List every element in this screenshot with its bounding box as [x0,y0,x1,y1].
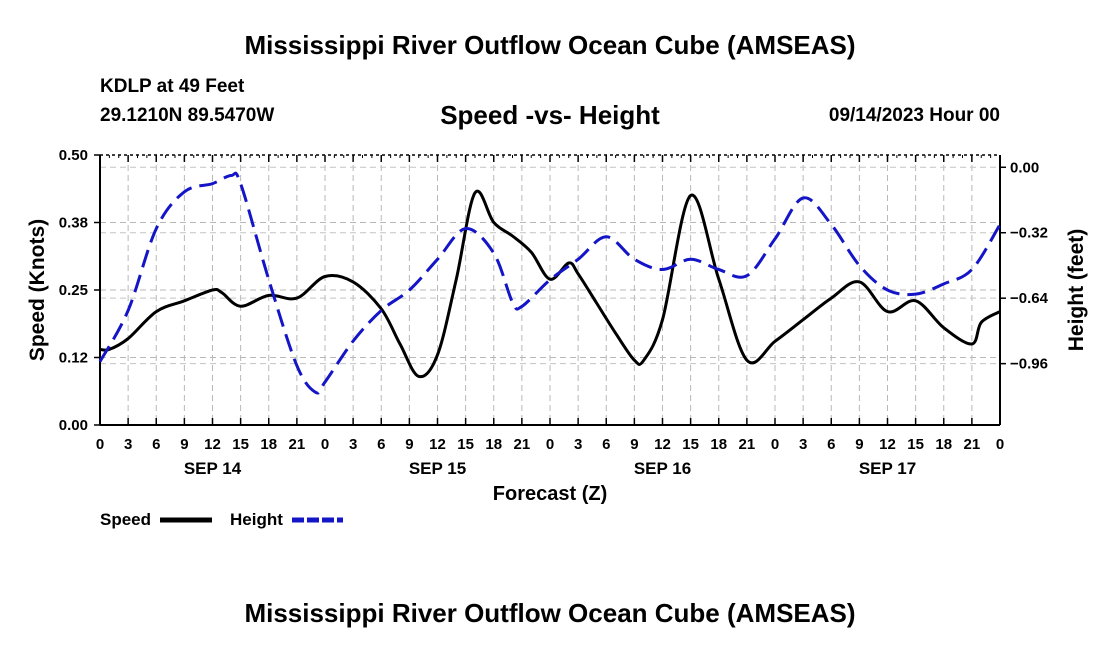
y-tick-label: 0.25 [59,282,88,299]
x-tick-label: 0 [771,436,779,453]
x-tick-label: 9 [630,436,638,453]
x-tick-label: 18 [710,436,727,453]
x-tick-label: 6 [152,436,160,453]
y2-axis-label: Height (feet) [1065,229,1088,352]
x-tick-label: 21 [739,436,756,453]
date-label: SEP 15 [409,459,466,478]
series-line-height [98,171,1002,395]
coordinates-label: 29.1210N 89.5470W [100,105,275,126]
forecast-datetime: 09/14/2023 Hour 00 [828,105,1000,126]
x-tick-label: 18 [260,436,277,453]
x-tick-label: 9 [405,436,413,453]
date-label: SEP 17 [859,459,916,478]
station-label: KDLP at 49 Feet [100,76,245,97]
date-label: SEP 14 [184,459,242,478]
y2-tick-label: −0.32 [1010,225,1048,242]
x-tick-label: 21 [289,436,306,453]
x-tick-label: 12 [429,436,446,453]
series-line-speed [99,189,1001,379]
x-tick-label: 0 [321,436,329,453]
chart-subtitle: Speed -vs- Height [440,100,660,130]
x-tick-label: 12 [654,436,671,453]
y2-tick-label: 0.00 [1010,159,1039,176]
x-tick-label: 6 [602,436,610,453]
x-tick-label: 3 [124,436,132,453]
x-tick-label: 0 [546,436,554,453]
y-tick-label: 0.50 [59,147,88,164]
y-tick-label: 0.38 [59,215,88,232]
y-tick-label: 0.00 [59,417,88,434]
footer-title: Mississippi River Outflow Ocean Cube (AM… [244,598,856,628]
x-tick-label: 3 [799,436,807,453]
y2-tick-label: −0.64 [1010,290,1049,307]
y-axis-label: Speed (Knots) [26,219,49,361]
y-tick-label: 0.12 [59,350,88,367]
x-tick-label: 3 [349,436,357,453]
date-label: SEP 16 [634,459,691,478]
x-tick-label: 9 [855,436,863,453]
x-tick-label: 0 [996,436,1004,453]
page-title: Mississippi River Outflow Ocean Cube (AM… [244,30,856,60]
x-tick-label: 12 [204,436,221,453]
x-tick-label: 15 [907,436,924,453]
x-tick-label: 15 [232,436,249,453]
x-tick-label: 3 [574,436,582,453]
x-tick-label: 0 [96,436,104,453]
x-tick-label: 15 [457,436,474,453]
x-tick-label: 15 [682,436,699,453]
x-tick-label: 6 [827,436,835,453]
x-tick-label: 6 [377,436,385,453]
x-tick-label: 21 [514,436,531,453]
x-tick-label: 18 [935,436,952,453]
legend-label-speed: Speed [100,510,151,529]
y2-tick-label: −0.96 [1010,356,1048,373]
x-axis-label: Forecast (Z) [493,483,607,505]
x-tick-label: 18 [485,436,502,453]
x-tick-label: 21 [964,436,981,453]
x-tick-label: 12 [879,436,896,453]
x-tick-label: 9 [180,436,188,453]
legend-label-height: Height [230,510,283,529]
